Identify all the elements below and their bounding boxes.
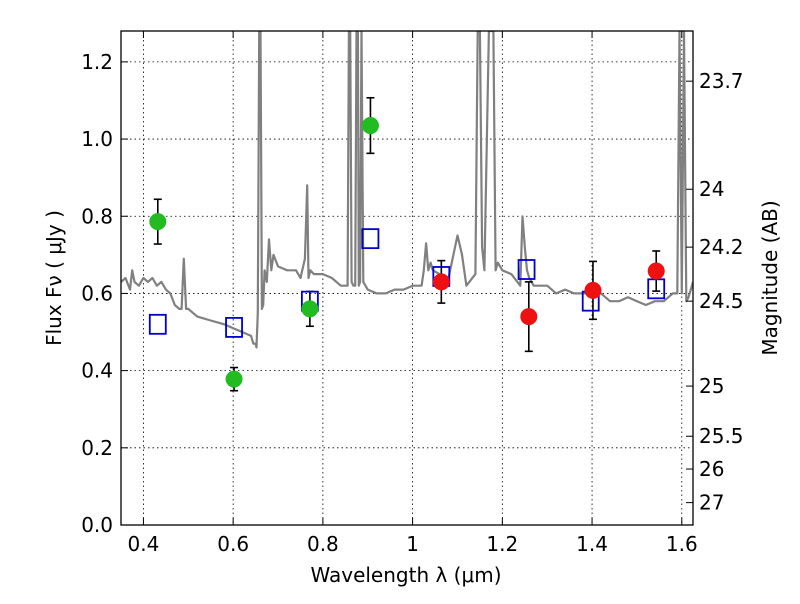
- x-tick-label: 1.2: [486, 532, 518, 556]
- grid: [121, 31, 693, 526]
- y-axis-label: Flux Fν ( μJy ): [42, 210, 66, 346]
- y2-tick-label: 25: [699, 374, 724, 398]
- photometry-point: [361, 117, 379, 135]
- photometry-point: [647, 262, 665, 280]
- y-tick-label: 0.2: [81, 436, 113, 460]
- y2-tick-label: 24.5: [699, 289, 744, 313]
- model-square-marker: [361, 228, 380, 250]
- y2-tick-label: 23.7: [699, 69, 744, 93]
- photometry-point: [301, 300, 319, 318]
- photometry-point: [225, 370, 243, 388]
- model-square-marker: [517, 259, 536, 280]
- photometry-point: [149, 213, 167, 231]
- x-tick-label: 0.4: [128, 532, 160, 556]
- y2-tick-label: 27: [699, 491, 724, 515]
- x-tick-label: 0.6: [217, 532, 249, 556]
- y2-axis-label: Magnitude (AB): [758, 200, 782, 355]
- plot-area: [121, 31, 693, 349]
- y-tick-label: 0.6: [81, 281, 113, 305]
- photometry-point: [432, 273, 450, 291]
- model-square-marker: [148, 313, 167, 335]
- y2-tick-label: 24: [699, 177, 724, 201]
- y-tick-label: 0.0: [81, 513, 113, 537]
- x-tick-label: 1: [406, 532, 419, 556]
- model-square-marker: [225, 316, 243, 338]
- ticks: 0.4 0.6 0.8 1 1.2 1.4 1.6 0.0 0.2 0.4 0.6 0.8 1.0 1.2…: [81, 31, 744, 556]
- y-tick-label: 1.0: [81, 127, 113, 151]
- x-axis-label: Wavelength λ (μm): [310, 563, 501, 587]
- y-tick-label: 0.4: [81, 359, 113, 383]
- x-tick-label: 0.8: [307, 532, 339, 556]
- spectrum-line: [121, 31, 693, 349]
- x-tick-label: 1.4: [576, 532, 608, 556]
- y-tick-label: 1.2: [81, 50, 113, 74]
- y-tick-label: 0.8: [81, 204, 113, 228]
- photometry-point: [520, 308, 538, 326]
- error-bars: [153, 96, 661, 392]
- y2-tick-label: 26: [699, 457, 724, 481]
- y2-tick-label: 24.2: [699, 235, 744, 259]
- photometry-point: [584, 281, 602, 299]
- x-tick-label: 1.6: [666, 532, 698, 556]
- plot-frame: [120, 30, 694, 526]
- markers: [148, 117, 666, 388]
- y2-tick-label: 25.5: [699, 424, 744, 448]
